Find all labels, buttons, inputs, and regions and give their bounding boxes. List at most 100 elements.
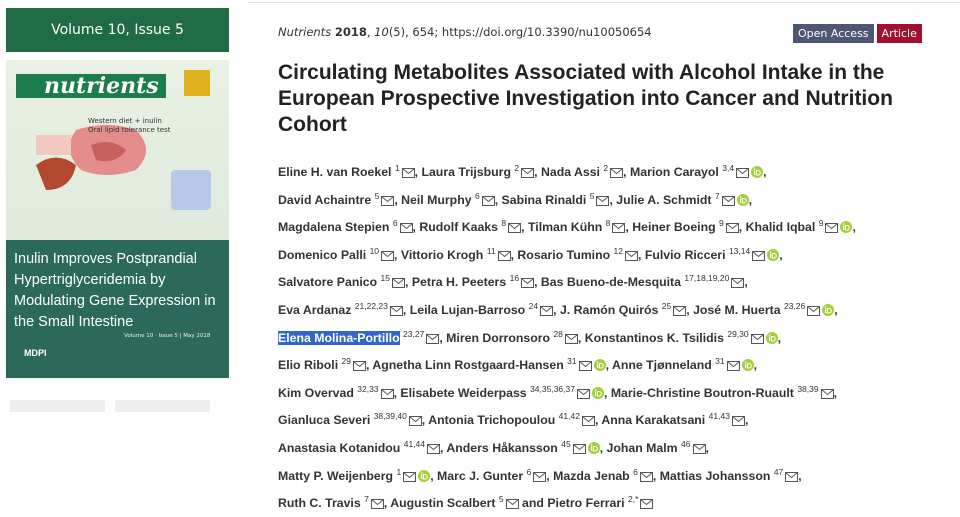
- email-icon[interactable]: [726, 357, 740, 379]
- author-name[interactable]: Elena Molina-Portillo: [278, 330, 400, 345]
- email-icon[interactable]: [639, 468, 653, 490]
- badge[interactable]: Open Access: [793, 24, 874, 43]
- author-name[interactable]: Khalid Iqbal: [745, 220, 816, 235]
- orcid-icon[interactable]: [587, 440, 600, 462]
- author-name[interactable]: Gianluca Severi: [278, 413, 371, 428]
- orcid-icon[interactable]: [593, 357, 606, 379]
- email-icon[interactable]: [427, 440, 441, 462]
- email-icon[interactable]: [576, 385, 590, 407]
- issue-header[interactable]: Volume 10, Issue 5: [6, 8, 229, 52]
- email-icon[interactable]: [403, 468, 417, 490]
- author-name[interactable]: Marie-Christine Boutron-Ruault: [610, 385, 794, 400]
- orcid-icon[interactable]: [840, 219, 853, 241]
- orcid-icon[interactable]: [736, 192, 749, 214]
- author-name[interactable]: Marc J. Gunter: [437, 468, 524, 483]
- author-name[interactable]: José M. Huerta: [693, 303, 781, 318]
- email-icon[interactable]: [505, 495, 519, 517]
- author-name[interactable]: Antonia Trichopoulou: [428, 413, 556, 428]
- author-name[interactable]: Johan Malm: [606, 441, 678, 456]
- author-name[interactable]: Eva Ardanaz: [278, 303, 352, 318]
- email-icon[interactable]: [807, 302, 821, 324]
- author-name[interactable]: Heiner Boeing: [632, 220, 716, 235]
- email-icon[interactable]: [640, 495, 654, 517]
- author-name[interactable]: Mattias Johansson: [659, 468, 771, 483]
- orcid-icon[interactable]: [418, 468, 431, 490]
- author-name[interactable]: Neil Murphy: [401, 192, 472, 207]
- email-icon[interactable]: [521, 274, 535, 296]
- email-icon[interactable]: [381, 192, 395, 214]
- author-name[interactable]: Miren Dorronsoro: [446, 330, 551, 345]
- author-name[interactable]: Nada Assi: [540, 165, 600, 180]
- email-icon[interactable]: [521, 164, 535, 186]
- author-name[interactable]: Pietro Ferrari: [547, 496, 625, 511]
- email-icon[interactable]: [750, 330, 764, 352]
- email-icon[interactable]: [380, 385, 394, 407]
- author-name[interactable]: Anne Tjønneland: [612, 358, 712, 373]
- author-name[interactable]: Ruth C. Travis: [278, 496, 361, 511]
- email-icon[interactable]: [610, 164, 624, 186]
- author-name[interactable]: Rosario Tumino: [517, 247, 611, 262]
- email-icon[interactable]: [401, 164, 415, 186]
- author-name[interactable]: Anna Karakatsani: [601, 413, 706, 428]
- email-icon[interactable]: [820, 385, 834, 407]
- email-icon[interactable]: [533, 468, 547, 490]
- author-name[interactable]: Anders Håkansson: [446, 441, 558, 456]
- email-icon[interactable]: [725, 219, 739, 241]
- author-name[interactable]: Mazda Jenab: [553, 468, 630, 483]
- email-icon[interactable]: [692, 440, 706, 462]
- email-icon[interactable]: [540, 302, 554, 324]
- email-icon[interactable]: [596, 192, 610, 214]
- author-name[interactable]: Fulvio Ricceri: [644, 247, 726, 262]
- email-icon[interactable]: [673, 302, 687, 324]
- journal-cover[interactable]: nutrients Western diet + inulin Oral lip…: [6, 60, 229, 378]
- email-icon[interactable]: [731, 412, 745, 434]
- author-name[interactable]: Leila Lujan-Barroso: [409, 303, 526, 318]
- author-name[interactable]: Augustin Scalbert: [390, 496, 496, 511]
- email-icon[interactable]: [578, 357, 592, 379]
- author-name[interactable]: Julie A. Schmidt: [616, 192, 712, 207]
- email-icon[interactable]: [785, 468, 799, 490]
- author-name[interactable]: Sabina Rinaldi: [501, 192, 587, 207]
- author-name[interactable]: Tilman Kühn: [527, 220, 603, 235]
- email-icon[interactable]: [426, 330, 440, 352]
- email-icon[interactable]: [508, 219, 522, 241]
- author-name[interactable]: Vittorio Krogh: [400, 247, 484, 262]
- author-name[interactable]: Kim Overvad: [278, 385, 354, 400]
- author-name[interactable]: Elisabete Weiderpass: [400, 385, 527, 400]
- author-name[interactable]: Domenico Palli: [278, 247, 367, 262]
- email-icon[interactable]: [399, 219, 413, 241]
- orcid-icon[interactable]: [751, 164, 764, 186]
- author-name[interactable]: Magdalena Stepien: [278, 220, 390, 235]
- orcid-icon[interactable]: [767, 247, 780, 269]
- email-icon[interactable]: [497, 247, 511, 269]
- author-name[interactable]: Eline H. van Roekel: [278, 165, 392, 180]
- email-icon[interactable]: [625, 247, 638, 269]
- email-icon[interactable]: [752, 247, 766, 269]
- email-icon[interactable]: [481, 192, 495, 214]
- email-icon[interactable]: [731, 274, 745, 296]
- author-name[interactable]: Konstantinos K. Tsilidis: [584, 330, 724, 345]
- email-icon[interactable]: [572, 440, 586, 462]
- email-icon[interactable]: [612, 219, 626, 241]
- email-icon[interactable]: [581, 412, 595, 434]
- author-name[interactable]: Salvatore Panico: [278, 275, 378, 290]
- orcid-icon[interactable]: [591, 385, 604, 407]
- author-name[interactable]: Petra H. Peeters: [411, 275, 507, 290]
- author-name[interactable]: Matty P. Weijenberg: [278, 468, 394, 483]
- email-icon[interactable]: [389, 302, 403, 324]
- email-icon[interactable]: [370, 495, 384, 517]
- orcid-icon[interactable]: [765, 330, 778, 352]
- email-icon[interactable]: [381, 247, 395, 269]
- email-icon[interactable]: [408, 412, 422, 434]
- email-icon[interactable]: [392, 274, 405, 296]
- author-name[interactable]: Elio Riboli: [278, 358, 339, 373]
- badge[interactable]: Article: [876, 24, 922, 43]
- orcid-icon[interactable]: [822, 302, 835, 324]
- author-name[interactable]: J. Ramón Quirós: [559, 303, 659, 318]
- email-icon[interactable]: [721, 192, 735, 214]
- author-name[interactable]: David Achaintre: [278, 192, 372, 207]
- email-icon[interactable]: [736, 164, 750, 186]
- author-name[interactable]: Anastasia Kotanidou: [278, 441, 401, 456]
- author-name[interactable]: Agnetha Linn Rostgaard-Hansen: [372, 358, 564, 373]
- author-name[interactable]: Marion Carayol: [629, 165, 719, 180]
